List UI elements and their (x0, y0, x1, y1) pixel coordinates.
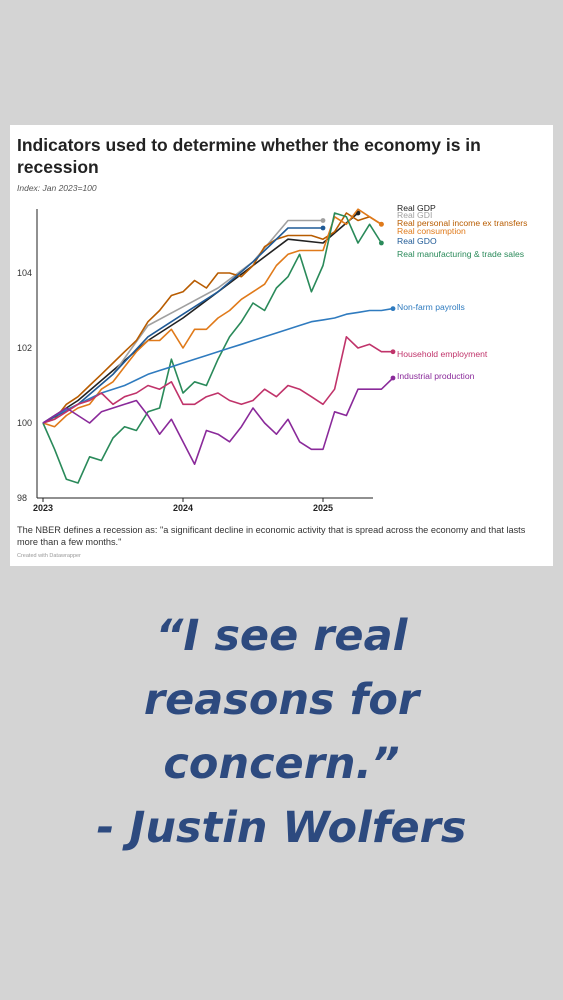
series-line-2 (42, 212, 382, 424)
series-label: Real GDP (397, 203, 436, 213)
x-tick-label: 2024 (173, 503, 193, 513)
x-tick-label: 2025 (313, 503, 333, 513)
series-line-8 (42, 377, 394, 466)
series-label: Real consumption (397, 226, 466, 236)
x-tick-label: 2023 (33, 503, 53, 513)
quote-line: reasons for (143, 675, 420, 725)
series-end-dot (320, 225, 326, 231)
series-line-5 (42, 212, 383, 484)
series-line-0 (42, 212, 359, 424)
series-line-7 (42, 336, 393, 424)
series-label: Real GDI (397, 210, 432, 220)
series-label: Real GDO (397, 236, 437, 246)
series-end-dot (390, 306, 396, 312)
y-tick-label: 98 (17, 493, 27, 503)
y-tick-label: 102 (17, 343, 32, 353)
series-end-dot (390, 375, 396, 381)
series-label: Household employment (397, 349, 488, 359)
series-end-dot (390, 349, 396, 355)
series-line-4 (42, 227, 323, 424)
series-line-3 (42, 208, 382, 428)
y-tick-label: 100 (17, 418, 32, 428)
nber-note: The NBER defines a recession as: "a sign… (17, 525, 526, 547)
series-label: Real personal income ex transfers (397, 218, 527, 228)
quote-line: concern.” (163, 739, 400, 789)
datawrapper-credit: Created with Datawrapper (17, 553, 81, 559)
series-label: Industrial production (397, 371, 475, 381)
series-end-dot (320, 218, 326, 223)
series-end-dot (378, 221, 384, 227)
chart-card: Indicators used to determine whether the… (10, 125, 553, 566)
quote-attribution: - Justin Wolfers (96, 803, 467, 853)
quote-line: “I see real (155, 611, 408, 661)
chart-subtitle: Index: Jan 2023=100 (17, 183, 97, 193)
y-tick-label: 104 (17, 268, 32, 278)
series-label: Real manufacturing & trade sales (397, 249, 524, 259)
series-label: Non-farm payrolls (397, 302, 465, 312)
chart-title: Indicators used to determine whether the… (17, 135, 481, 177)
quote-block: “I see real reasons for concern.” - Just… (0, 604, 563, 860)
series-end-dot (378, 240, 384, 246)
